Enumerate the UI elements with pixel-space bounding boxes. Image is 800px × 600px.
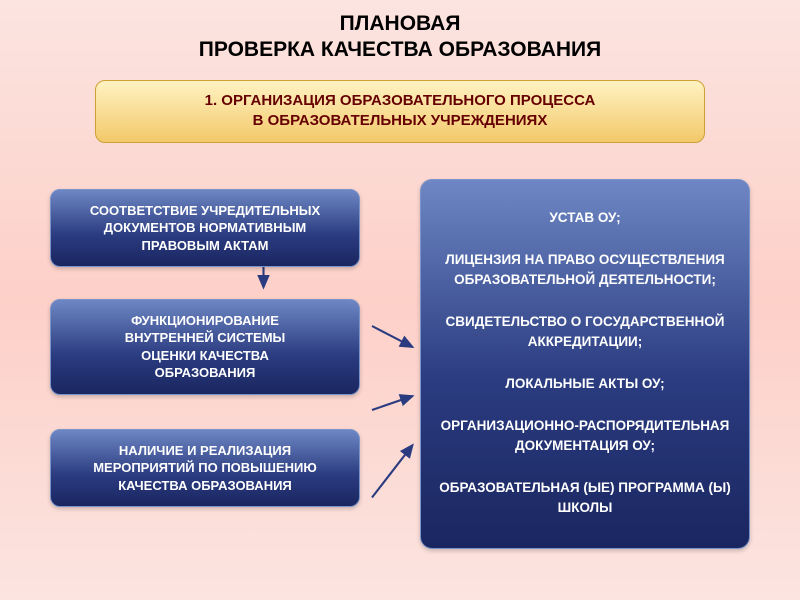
top-box: 1. ОРГАНИЗАЦИЯ ОБРАЗОВАТЕЛЬНОГО ПРОЦЕССА… bbox=[95, 80, 705, 143]
left-box-1: СООТВЕТСТВИЕ УЧРЕДИТЕЛЬНЫХ ДОКУМЕНТОВ НО… bbox=[50, 189, 360, 268]
top-box-line2: В ОБРАЗОВАТЕЛЬНЫХ УЧРЕЖДЕНИЯХ bbox=[116, 111, 684, 131]
right-item-3: ЛОКАЛЬНЫЕ АКТЫ ОУ; bbox=[437, 374, 733, 394]
left-box-3: НАЛИЧИЕ И РЕАЛИЗАЦИЯ МЕРОПРИЯТИЙ ПО ПОВЫ… bbox=[50, 429, 360, 508]
right-item-0: УСТАВ ОУ; bbox=[437, 208, 733, 228]
right-item-1: ЛИЦЕНЗИЯ НА ПРАВО ОСУЩЕСТВЛЕНИЯ ОБРАЗОВА… bbox=[437, 250, 733, 291]
title: ПЛАНОВАЯ ПРОВЕРКА КАЧЕСТВА ОБРАЗОВАНИЯ bbox=[0, 0, 800, 62]
right-box: УСТАВ ОУ; ЛИЦЕНЗИЯ НА ПРАВО ОСУЩЕСТВЛЕНИ… bbox=[420, 179, 750, 549]
right-item-5: ОБРАЗОВАТЕЛЬНАЯ (ЫЕ) ПРОГРАММА (Ы) ШКОЛЫ bbox=[437, 478, 733, 519]
left-box-2: ФУНКЦИОНИРОВАНИЕ ВНУТРЕННЕЙ СИСТЕМЫ ОЦЕН… bbox=[50, 299, 360, 395]
title-line2: ПРОВЕРКА КАЧЕСТВА ОБРАЗОВАНИЯ bbox=[0, 38, 800, 62]
top-box-line1: 1. ОРГАНИЗАЦИЯ ОБРАЗОВАТЕЛЬНОГО ПРОЦЕССА bbox=[116, 91, 684, 111]
diagram: СООТВЕТСТВИЕ УЧРЕДИТЕЛЬНЫХ ДОКУМЕНТОВ НО… bbox=[0, 151, 800, 571]
title-line1: ПЛАНОВАЯ bbox=[0, 12, 800, 36]
right-item-4: ОРГАНИЗАЦИОННО-РАСПОРЯДИТЕЛЬНАЯ ДОКУМЕНТ… bbox=[437, 416, 733, 457]
right-item-2: СВИДЕТЕЛЬСТВО О ГОСУДАРСТВЕННОЙ АККРЕДИТ… bbox=[437, 312, 733, 353]
